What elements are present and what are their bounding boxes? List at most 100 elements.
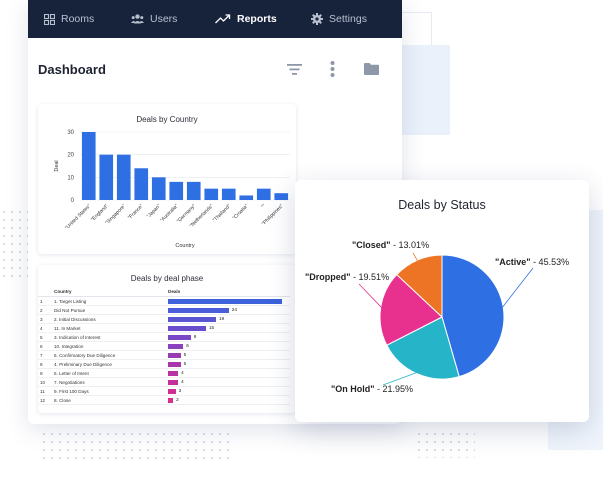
row-deals: 5 [166,359,290,369]
row-deals: 4 [166,377,290,387]
row-index: 9 [38,368,52,378]
row-index: 2 [38,305,52,315]
folder-icon [363,63,379,75]
bar [81,132,96,200]
pie-slice-on-hold[interactable] [386,316,460,380]
deal-bar [168,325,206,331]
table-row: 9 5. Letter of Intent 4 [38,368,290,378]
row-index: 10 [38,377,52,387]
row-phase: 8. Close [52,395,166,405]
table-title: Deals by deal phase [130,274,204,283]
row-deals: 24 [166,305,290,315]
bar [116,154,131,200]
x-tick-label: "Japan" [146,203,163,220]
pie-label-on-hold: "On Hold" - 21.95% [331,384,414,394]
bar [134,168,149,200]
nav-item-reports[interactable]: Reports [215,0,277,38]
deal-value: 4 [181,370,184,375]
deal-bar [168,397,174,403]
bar [239,195,254,200]
row-index: 3 [38,314,52,324]
deal-bar [168,388,176,394]
table-row: 2 Did Not Pursue 24 [38,305,290,315]
row-deals: 6 [166,341,290,351]
deal-bar [168,361,181,367]
bar [99,154,114,200]
row-phase: 7. Negotiations [52,377,166,387]
deal-value: 9 [193,334,197,339]
nav-item-rooms[interactable]: Rooms [44,0,94,38]
deal-value: 5 [183,352,187,357]
pie-slice-active[interactable] [441,254,505,378]
row-index: 6 [38,341,52,351]
x-axis-label: Country [175,243,195,249]
pie-label-closed: "Closed" - 13.01% [352,240,430,250]
folder-button[interactable] [360,58,382,80]
row-phase: 3. Indication of Interest [52,332,166,342]
row-phase: 11. In Market [52,323,166,333]
row-deals: 3 [166,386,290,396]
deals-by-status-chart [358,252,534,386]
pie-label-dropped: "Dropped" - 19.51% [305,272,390,282]
table-row: 3 2. Initial Discussions 19 [38,314,290,324]
pie-leader-line [358,283,383,309]
y-tick-label: 30 [67,130,74,136]
deal-value: 15 [209,325,215,330]
row-index: 7 [38,350,52,360]
deal-bar [168,334,191,340]
chart-title: Deals by Country [136,115,198,124]
users-icon [131,14,144,24]
row-phase: 1. Target Listing [52,296,166,306]
filter-button[interactable] [283,58,305,80]
deal-bar [168,298,282,304]
background-dots-right [415,430,475,458]
row-index: 8 [38,359,52,369]
table-row: 12 8. Close 2 [38,395,290,405]
x-tick-label: "Croatia" [232,203,250,221]
table-row: 6 10. Integration 6 [38,341,290,351]
bar [151,177,166,200]
row-deals: 4 [166,368,290,378]
deal-bar [168,343,184,349]
pie-title: Deals by Status [398,198,486,212]
table-row: 7 6. Confirmatory Due Diligence 5 [38,350,290,360]
deal-bar [168,352,181,358]
row-index: 12 [38,395,52,405]
row-phase: Did Not Pursue [52,305,166,315]
deal-bar [168,307,229,313]
background-dots-left [0,208,28,280]
pie-label-active: "Active" - 45.53% [495,257,570,267]
deal-value: 6 [186,343,189,348]
grid-icon [44,13,55,25]
y-tick-label: 10 [67,175,74,181]
nav-item-settings[interactable]: Settings [311,0,367,38]
col-country: Country [52,287,166,297]
more-options-button[interactable] [321,58,343,80]
row-deals: 5 [166,350,290,360]
x-tick-label: "Thailand" [212,203,232,223]
bar [256,188,271,200]
more-vertical-icon [330,61,334,77]
deal-value: 4 [181,379,184,384]
row-index: 1 [38,296,52,306]
row-index: 5 [38,332,52,342]
row-deals: 15 [166,323,290,333]
row-deals [166,296,290,306]
row-phase: 6. Confirmatory Due Diligence [52,350,166,360]
row-deals: 19 [166,314,290,324]
col-deals: Deals [166,287,290,297]
deal-value: 19 [219,316,225,321]
y-tick-label: 0 [71,198,75,204]
pie-slice-dropped[interactable] [379,273,443,346]
bar [221,188,236,200]
nav-item-users[interactable]: Users [131,0,177,38]
gear-icon [311,13,323,25]
table-row: 10 7. Negotiations 4 [38,377,290,387]
row-phase: 5. Letter of Intent [52,368,166,378]
trend-icon [215,14,231,24]
table-row: 8 4. Preliminary Due Diligence 5 [38,359,290,369]
nav-label-users: Users [150,13,178,25]
table-row: 11 9. First 100 Days 3 [38,386,290,396]
filter-icon [286,63,302,75]
